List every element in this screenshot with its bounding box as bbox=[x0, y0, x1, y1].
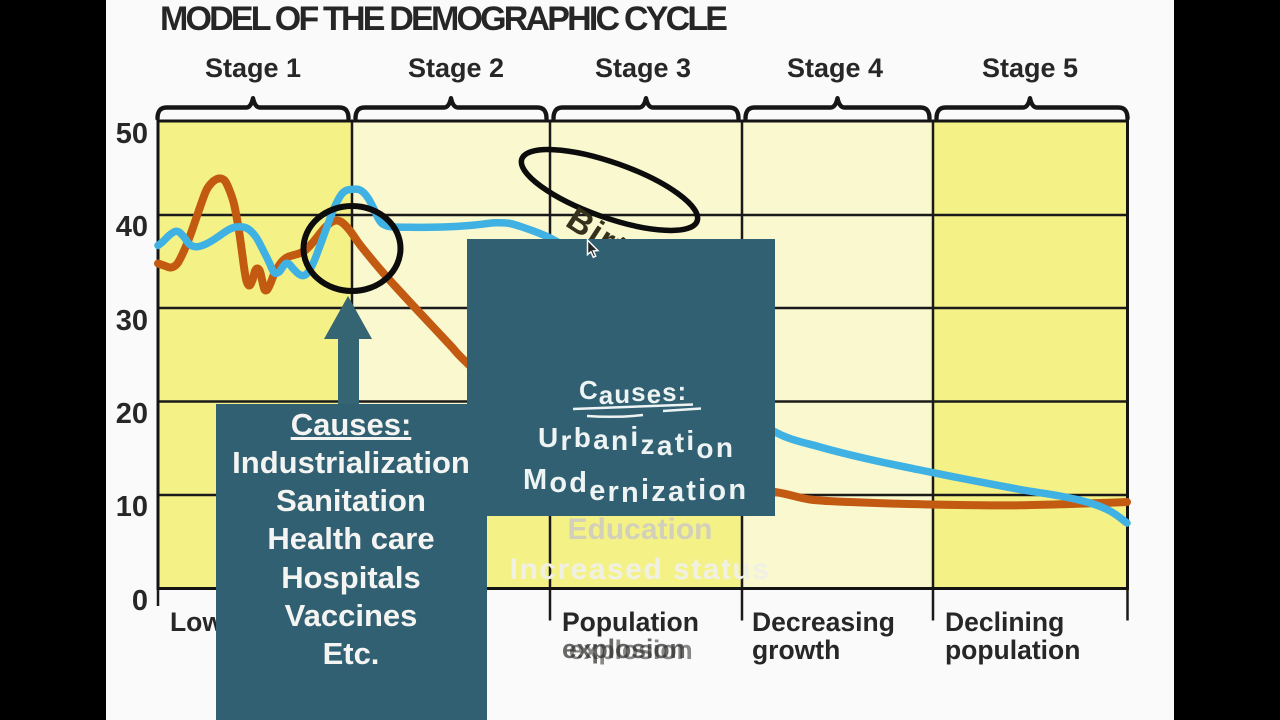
svg-text:Causes:: Causes: bbox=[579, 375, 687, 410]
svg-text:Urbanization: Urbanization bbox=[538, 421, 735, 464]
svg-text:Modernization: Modernization bbox=[523, 464, 748, 509]
